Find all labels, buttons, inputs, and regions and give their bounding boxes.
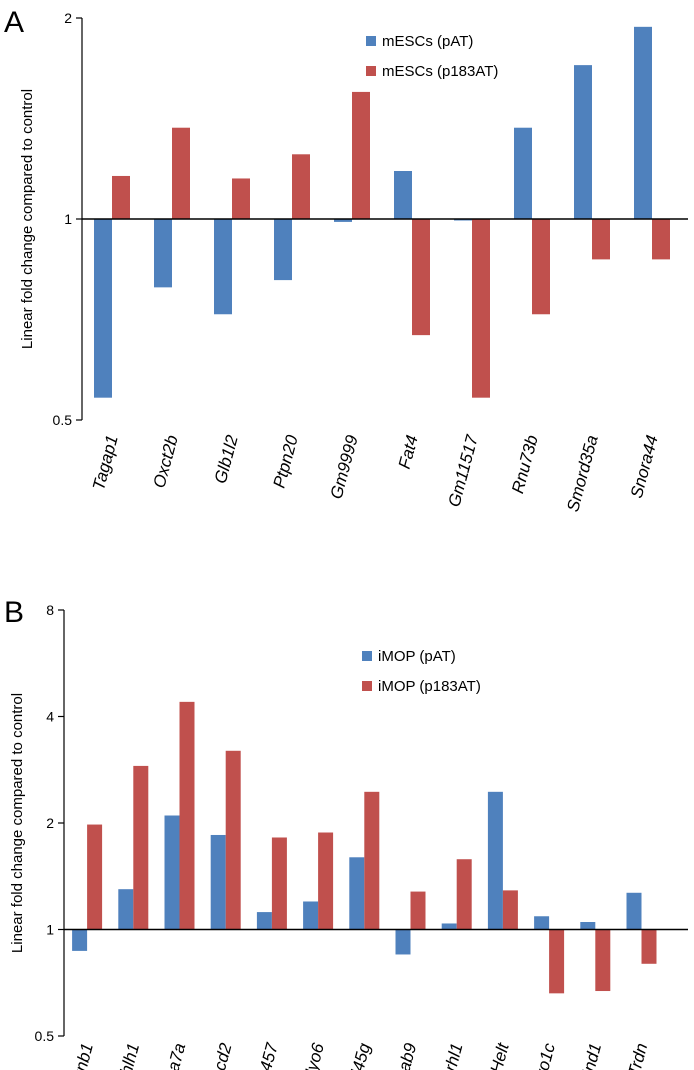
panel-B: B 0.5 1 2 4 8 Linear fold change compared to c… (4, 596, 688, 1070)
legend-label: mESCs (pAT) (382, 33, 473, 50)
category-label: Nhlh1 (113, 1041, 143, 1070)
y-tick-label: 2 (64, 10, 72, 26)
category-label: Gadd45g (338, 1041, 375, 1070)
legend-swatch (366, 36, 376, 46)
y-tick-label: 1 (46, 922, 54, 938)
bar-glb1l2-pat (214, 219, 232, 315)
bar-efcab9-pat (395, 929, 411, 955)
bar-myo1c-pat (534, 916, 550, 930)
bar-tagap1-pat (94, 219, 112, 398)
y-tick-label: 8 (46, 602, 54, 618)
y-tick-label: 4 (46, 709, 54, 725)
bar-helt-pat (487, 791, 503, 930)
bar-mnd1-pat (580, 922, 596, 930)
bar-barhl1-pat (441, 923, 457, 930)
category-label: Oxct2b (150, 433, 182, 490)
bar-fat4-pat (394, 171, 412, 219)
bar-abcd2-p183at (225, 750, 241, 930)
bar-helt-p183at (502, 890, 518, 930)
bar-sema7a-p183at (179, 701, 195, 930)
category-label: Myo6 (299, 1041, 328, 1070)
bar-smord35a-p183at (592, 219, 610, 260)
bar-myo1c-p183at (549, 929, 565, 994)
category-label: Myo1c (528, 1041, 559, 1070)
category-label: Gm11517 (445, 433, 482, 509)
category-label: Efcab9 (388, 1041, 420, 1070)
bar-nhlh1-p183at (133, 765, 149, 930)
bar-oxct2b-p183at (172, 127, 190, 219)
legend-label: iMOP (p183AT) (378, 678, 481, 695)
legend-swatch (362, 681, 372, 691)
bar-gadd45g-p183at (364, 791, 380, 930)
bar-fat4-p183at (412, 219, 430, 336)
category-label: Snora44 (627, 433, 662, 500)
category-label: Barhl1 (435, 1041, 466, 1070)
bar-oxct2b-pat (154, 219, 172, 288)
category-label: Zfp457 (249, 1041, 281, 1070)
panel-A: A 0.5 1 2 Linear fold change compared to con… (4, 6, 688, 514)
legend-label: mESCs (p183AT) (382, 63, 498, 80)
bar-gm9999-p183at (352, 91, 370, 219)
bar-chrnb1-pat (72, 929, 88, 951)
bar-rnu73b-p183at (532, 219, 550, 315)
bar-abcd2-pat (210, 834, 226, 930)
bar-trdn-p183at (641, 929, 657, 964)
bar-efcab9-p183at (410, 891, 426, 930)
y-axis-title: Linear fold change compared to control (19, 89, 36, 349)
category-label: Mnd1 (576, 1041, 605, 1070)
category-label: Smord35a (563, 433, 602, 514)
bar-ptpn20-pat (274, 219, 292, 281)
bar-snora44-pat (634, 26, 652, 220)
legend-swatch (362, 651, 372, 661)
bar-gm9999-pat (334, 219, 352, 222)
bar-zfp457-p183at (271, 837, 287, 930)
legend: mESCs (pAT) mESCs (p183AT) (366, 33, 498, 80)
category-label: Gm9999 (327, 433, 362, 501)
bar-snora44-p183at (652, 219, 670, 260)
category-label: Ptpn20 (270, 433, 302, 490)
bar-barhl1-p183at (456, 859, 472, 930)
bar-sema7a-pat (164, 815, 180, 930)
bar-mnd1-p183at (595, 929, 611, 992)
category-label: Rnu73b (508, 433, 542, 495)
bar-gadd45g-pat (349, 857, 365, 930)
bar-myo6-pat (303, 901, 319, 930)
bar-chrnb1-p183at (87, 824, 103, 930)
category-label: Sema7a (155, 1041, 190, 1070)
category-label: Tagap1 (89, 433, 122, 492)
category-label: Chrnb1 (64, 1041, 97, 1070)
legend: iMOP (pAT) iMOP (p183AT) (362, 648, 481, 695)
legend-label: iMOP (pAT) (378, 648, 456, 665)
y-tick-label: 0.5 (53, 412, 73, 428)
category-label: Abcd2 (204, 1041, 235, 1070)
bar-myo6-p183at (318, 832, 334, 930)
bar-trdn-pat (626, 892, 642, 930)
bar-nhlh1-pat (118, 889, 134, 930)
bar-tagap1-p183at (112, 175, 130, 219)
y-axis-title: Linear fold change compared to control (9, 693, 26, 953)
bar-rnu73b-pat (514, 127, 532, 219)
bar-gm11517-p183at (472, 219, 490, 398)
category-label: Helt (487, 1040, 514, 1070)
y-tick-label: 2 (46, 815, 54, 831)
category-label: Glb1l2 (211, 433, 242, 486)
category-label: Fat4 (395, 433, 422, 471)
bar-glb1l2-p183at (232, 178, 250, 219)
panel-letter: B (4, 596, 24, 629)
bar-smord35a-pat (574, 65, 592, 219)
legend-swatch (366, 66, 376, 76)
y-tick-label: 1 (64, 211, 72, 227)
y-tick-label: 0.5 (35, 1028, 55, 1044)
bar-zfp457-pat (256, 912, 272, 930)
bar-ptpn20-p183at (292, 154, 310, 219)
category-label: Trdn (624, 1041, 651, 1070)
panel-letter: A (4, 6, 24, 39)
